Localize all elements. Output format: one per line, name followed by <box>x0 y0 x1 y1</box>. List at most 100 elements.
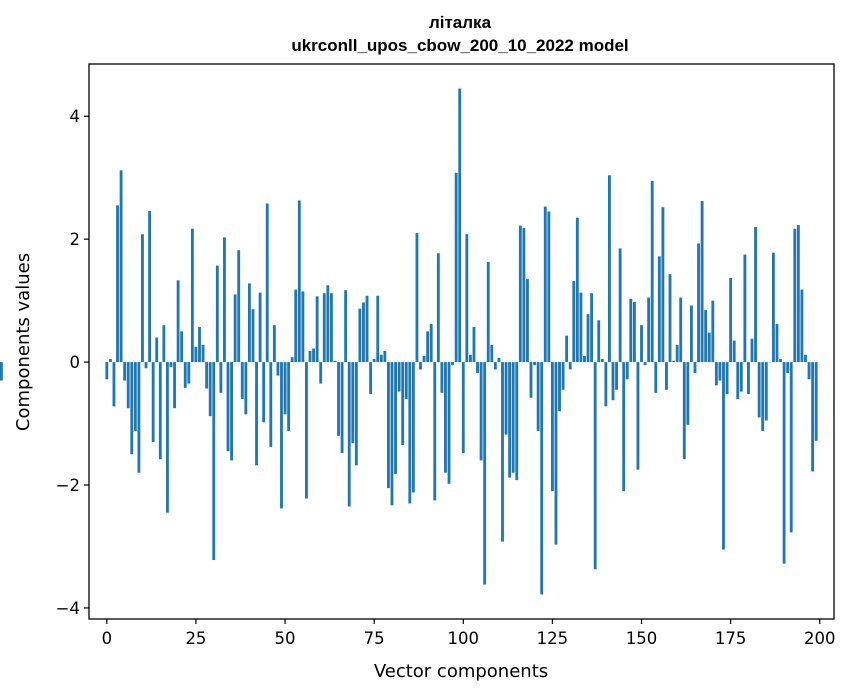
y-axis-ticks: −4 −2 0 2 4 <box>56 107 89 618</box>
bar <box>155 337 159 363</box>
bar <box>411 362 415 493</box>
bar <box>401 362 405 446</box>
bar <box>166 362 169 513</box>
bar <box>290 357 294 363</box>
bar <box>422 355 426 363</box>
bar <box>326 285 330 363</box>
bar <box>714 362 718 386</box>
bar <box>415 233 419 363</box>
bar <box>764 362 768 421</box>
bar <box>668 274 672 363</box>
bar <box>693 362 697 374</box>
bar <box>504 362 508 435</box>
bar <box>775 323 779 363</box>
bar <box>543 206 547 363</box>
bar <box>358 308 362 363</box>
bar <box>483 362 487 585</box>
x-tick-label: 75 <box>364 629 385 648</box>
bar <box>511 362 515 473</box>
bar <box>618 248 622 363</box>
bar <box>126 362 130 409</box>
bar <box>119 170 123 363</box>
bar <box>622 362 626 492</box>
bar <box>329 293 333 363</box>
bar <box>550 362 554 492</box>
bar <box>297 200 301 363</box>
bar <box>472 327 476 363</box>
bar <box>743 254 747 363</box>
bar <box>579 292 583 363</box>
bar <box>707 332 711 363</box>
bar <box>682 362 686 460</box>
bar <box>536 362 540 431</box>
bar <box>565 335 569 363</box>
x-tick-label: 50 <box>275 629 296 648</box>
bar <box>518 225 522 363</box>
bar <box>362 302 365 363</box>
bar <box>718 362 722 381</box>
bar <box>301 291 305 363</box>
bar <box>180 331 184 363</box>
bar <box>233 294 237 363</box>
bar <box>750 338 754 363</box>
bar <box>611 362 615 401</box>
bar <box>615 362 618 390</box>
bar <box>675 344 679 363</box>
bar <box>807 362 811 380</box>
bar <box>493 362 497 370</box>
bar <box>158 362 162 460</box>
bar <box>283 362 287 415</box>
bar <box>369 362 373 395</box>
bar <box>736 362 740 399</box>
x-tick-label: 125 <box>537 629 569 648</box>
bar <box>294 289 298 363</box>
bar <box>240 362 244 399</box>
bar <box>468 354 472 363</box>
bar <box>640 325 643 363</box>
bar <box>461 362 465 454</box>
bar <box>451 362 455 366</box>
bar <box>558 362 561 412</box>
bar <box>761 362 765 431</box>
bar <box>187 362 191 384</box>
bar <box>429 323 433 363</box>
bar <box>173 362 176 409</box>
bar <box>789 362 793 533</box>
bar <box>108 359 112 363</box>
bar <box>116 205 119 363</box>
x-tick-label: 100 <box>448 629 480 648</box>
bar <box>433 362 437 501</box>
bar <box>251 309 255 363</box>
bar <box>130 362 134 455</box>
bar <box>272 325 276 363</box>
bar <box>247 283 251 363</box>
bar <box>208 362 212 417</box>
bar <box>276 362 280 376</box>
bar <box>711 300 715 363</box>
bar <box>162 325 166 363</box>
bar <box>141 234 144 363</box>
y-tick-label: 4 <box>70 107 81 126</box>
bar <box>725 362 729 395</box>
bar <box>508 362 512 478</box>
bar <box>387 362 390 489</box>
bar <box>194 346 198 363</box>
bar <box>572 280 576 363</box>
chart-subtitle: ukrconll_upos_cbow_200_10_2022 model <box>291 36 628 55</box>
bar <box>255 362 258 466</box>
bar <box>419 362 422 370</box>
bar <box>436 253 440 363</box>
bar <box>219 362 223 393</box>
bar <box>190 228 194 363</box>
bar <box>237 250 241 363</box>
bar <box>522 228 526 363</box>
bar <box>782 362 786 564</box>
bar <box>732 340 736 363</box>
bar <box>397 362 401 392</box>
bar <box>198 327 201 363</box>
bar <box>312 348 315 363</box>
bar <box>354 362 358 466</box>
bar <box>661 207 665 363</box>
bar <box>754 226 757 363</box>
bars-group <box>0 88 818 595</box>
